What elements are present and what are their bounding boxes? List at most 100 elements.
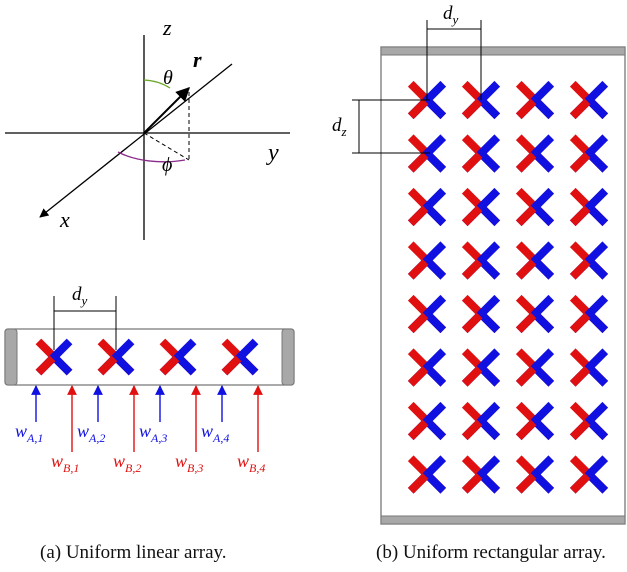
- dipole-b-tip: [533, 205, 555, 227]
- dipole-b-tip: [587, 419, 609, 441]
- phi-label: ϕ: [162, 154, 172, 176]
- ura-element-r5-c4: [569, 294, 609, 334]
- dipole-a-tip: [407, 419, 429, 441]
- ula-element-4: [221, 338, 259, 376]
- dipole-a-tip: [407, 366, 429, 387]
- dipole-a-tip: [461, 152, 483, 173]
- caption-a: (a) Uniform linear array.: [40, 542, 227, 563]
- dipole-b-tip: [479, 205, 501, 227]
- dipole-a-tip: [569, 259, 591, 280]
- axis-y-label: y: [266, 140, 279, 166]
- theta-arc: [143, 79, 171, 89]
- dipole-b-tip: [425, 366, 447, 387]
- ura-element-r3-c3: [515, 187, 555, 227]
- ura-element-r8-c2: [461, 455, 501, 494]
- ura-element-r5-c1: [407, 294, 447, 334]
- dipole-b-tip: [533, 259, 555, 280]
- weight-a-1: wA,1: [15, 421, 43, 445]
- dipole-b-tip: [479, 419, 501, 441]
- dipole-a-tip: [407, 152, 429, 173]
- dipole-a-tip: [515, 259, 537, 280]
- weight-b-1: wB,1: [51, 451, 79, 475]
- ura-element-r6-c4: [569, 348, 609, 387]
- dipole-b-tip: [533, 473, 555, 494]
- ura-element-r1-c2: [461, 80, 501, 120]
- dipole-a-tip: [461, 312, 483, 334]
- vector-r-label: r: [193, 47, 202, 72]
- ura-element-r6-c2: [461, 348, 501, 387]
- weight-b-2: wB,2: [113, 451, 141, 475]
- dipole-b-tip: [425, 419, 447, 441]
- ula-element-1: [35, 338, 73, 376]
- dipole-a-tip: [515, 205, 537, 227]
- ura-element-r2-c2: [461, 134, 501, 173]
- ura-element-r7-c1: [407, 401, 447, 441]
- dipole-b-tip: [479, 152, 501, 173]
- ura-element-r4-c1: [407, 241, 447, 280]
- dipole-b-tip: [533, 312, 555, 334]
- ura-element-r8-c4: [569, 455, 609, 494]
- theta-label: θ: [163, 67, 173, 89]
- dipole-b-tip: [587, 473, 609, 494]
- dipole-a-tip: [515, 98, 537, 120]
- ura-element-r5-c2: [461, 294, 501, 334]
- weight-a-4: wA,4: [201, 421, 229, 445]
- ura-element-r6-c3: [515, 348, 555, 387]
- dipole-b-tip: [533, 419, 555, 441]
- caption-b: (b) Uniform rectangular array.: [376, 542, 606, 563]
- dipole-b-tip: [587, 205, 609, 227]
- ura-element-r8-c1: [407, 455, 447, 494]
- dipole-a-tip: [221, 355, 242, 376]
- weight-a-3: wA,3: [139, 421, 167, 445]
- dipole-b-tip: [238, 355, 259, 376]
- dipole-a-tip: [569, 152, 591, 173]
- dipole-a-tip: [461, 259, 483, 280]
- weight-a-2: wA,2: [77, 421, 105, 445]
- ura-element-r2-c1: [407, 134, 447, 173]
- dipole-b-tip: [479, 366, 501, 387]
- ula-elements: [35, 338, 259, 376]
- dipole-a-tip: [461, 473, 483, 494]
- ura-element-r4-c3: [515, 241, 555, 280]
- dipole-b-tip: [176, 355, 197, 376]
- ura-element-r7-c2: [461, 401, 501, 441]
- ura-element-r3-c1: [407, 187, 447, 227]
- dipole-a-tip: [461, 205, 483, 227]
- dipole-a-tip: [461, 98, 483, 120]
- dipole-b-tip: [533, 152, 555, 173]
- ura-elements: [407, 80, 609, 494]
- ura-top-bar: [380, 46, 626, 56]
- ura-element-r6-c1: [407, 348, 447, 387]
- dipole-a-tip: [407, 259, 429, 280]
- ura-element-r5-c3: [515, 294, 555, 334]
- dipole-b-tip: [479, 259, 501, 280]
- dipole-a-tip: [97, 355, 118, 376]
- ula-left-endcap: [4, 328, 18, 386]
- ura-element-r1-c3: [515, 80, 555, 120]
- dipole-a-tip: [569, 98, 591, 120]
- weight-b-4: wB,4: [237, 451, 265, 475]
- dipole-a-tip: [569, 205, 591, 227]
- dipole-a-tip: [515, 366, 537, 387]
- dipole-a-tip: [461, 366, 483, 387]
- dipole-a-tip: [569, 366, 591, 387]
- dipole-b-tip: [425, 473, 447, 494]
- ura-frame: [380, 46, 626, 525]
- dipole-b-tip: [587, 259, 609, 280]
- ula-element-3: [159, 338, 197, 376]
- axis-z-label: z: [162, 15, 172, 40]
- dipole-a-tip: [569, 419, 591, 441]
- ura-element-r7-c4: [569, 401, 609, 441]
- dipole-b-tip: [425, 312, 447, 334]
- dipole-b-tip: [425, 152, 447, 173]
- dipole-a-tip: [407, 98, 429, 120]
- dipole-b-tip: [114, 355, 135, 376]
- axis-x-label: x: [59, 207, 70, 232]
- ura-element-r2-c4: [569, 134, 609, 173]
- ura-dy-label: dy: [443, 3, 459, 27]
- dipole-b-tip: [587, 152, 609, 173]
- dipole-a-tip: [515, 419, 537, 441]
- ula-element-2: [97, 338, 135, 376]
- ura-element-r1-c1: [407, 80, 447, 120]
